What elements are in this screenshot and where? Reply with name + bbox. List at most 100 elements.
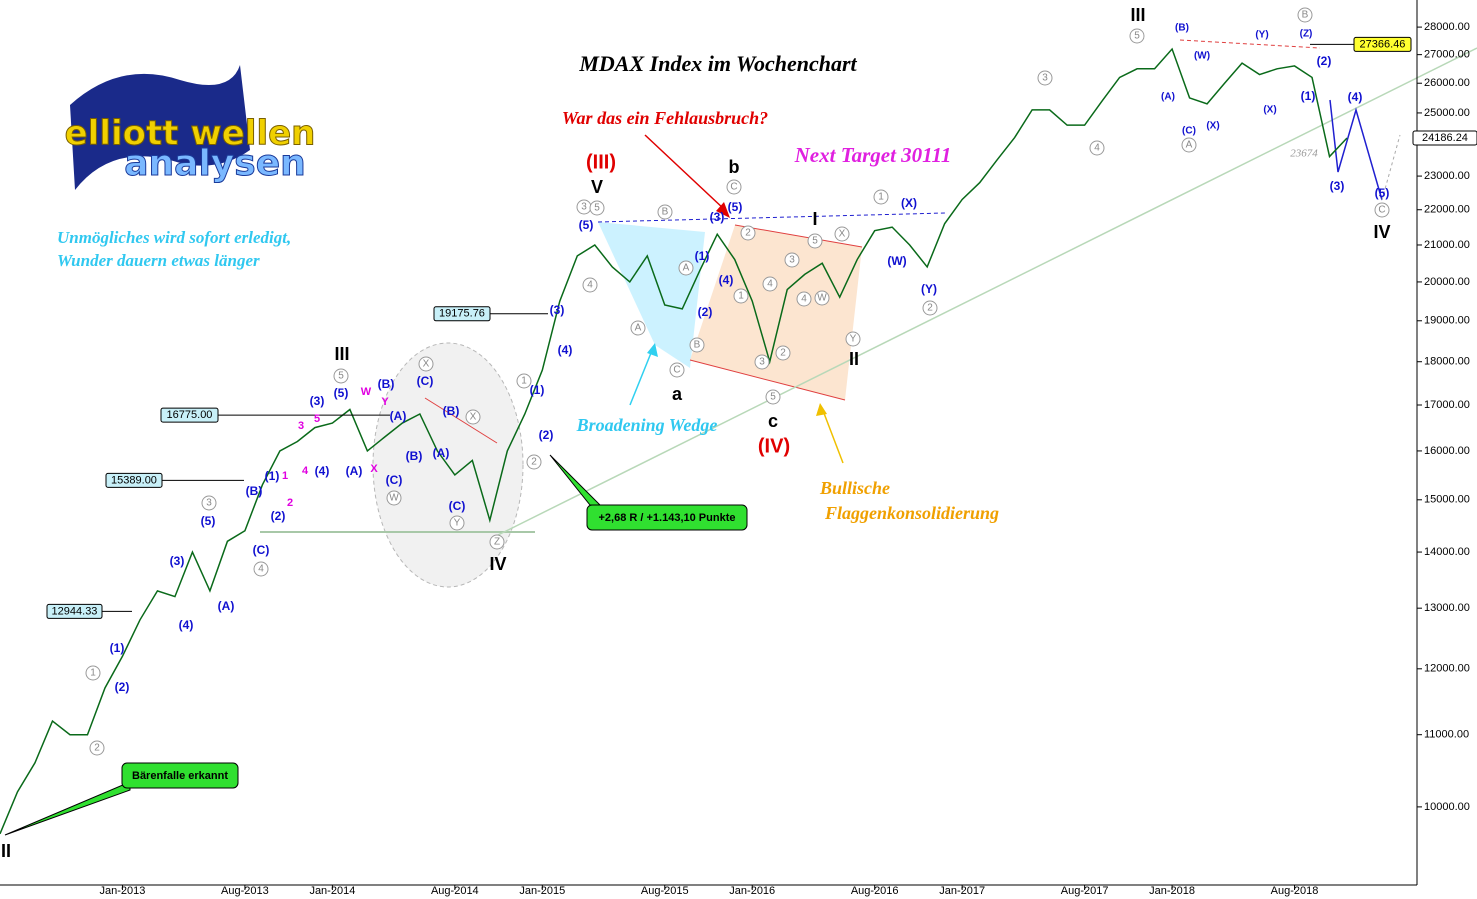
wave-circle [1297, 7, 1313, 23]
wave-label: (3) [310, 394, 325, 408]
wave-circle [201, 495, 217, 511]
x-tick-label: Jan-2017 [939, 885, 985, 897]
y-tick-label: 16000.00 [1424, 445, 1470, 457]
callout [121, 762, 239, 789]
flag [690, 225, 862, 400]
projection [1329, 99, 1383, 201]
wave-label: V [591, 177, 603, 197]
wave-label: 2 [745, 228, 751, 239]
arrow [821, 407, 844, 464]
wave-label: III [334, 344, 349, 364]
projection [1381, 134, 1401, 201]
wave-circle [85, 665, 101, 681]
wave-circle [669, 362, 685, 378]
trend-line [424, 397, 498, 444]
wave-label: 4 [258, 564, 264, 575]
logo-flag [70, 65, 250, 190]
y-tick-label: 18000.00 [1424, 356, 1470, 368]
y-tick-label: 26000.00 [1424, 77, 1470, 89]
wave-label: (2) [115, 680, 130, 694]
flag-line [734, 224, 863, 248]
y-tick-label: 11000.00 [1424, 729, 1469, 741]
wave-label: (X) [1263, 105, 1276, 116]
x-tick-label: Aug-2017 [1061, 885, 1109, 897]
wave-label: (B) [443, 404, 460, 418]
wave-label: (1) [1301, 89, 1316, 103]
wave-label: 1 [878, 192, 884, 203]
wave-circle [678, 260, 694, 276]
wave-label: (A) [390, 409, 407, 423]
annotation: War das ein Fehlausbruch? [562, 108, 768, 128]
level-label: 12944.33 [52, 605, 98, 617]
wave-label: 4 [1094, 143, 1100, 154]
wave-circle [814, 290, 830, 306]
wave-label: (3) [170, 554, 185, 568]
wave-label: 1 [282, 470, 288, 482]
y-tick-label: 14000.00 [1424, 546, 1470, 558]
wave-label: 5 [770, 392, 776, 403]
wave-label: 2 [927, 303, 933, 314]
wave-label: (1) [265, 469, 280, 483]
support-line [497, 47, 1477, 536]
wave-label: (B) [378, 377, 395, 391]
wave-label: 1 [90, 668, 96, 679]
trend-line [1179, 39, 1321, 49]
wave-circle [807, 233, 823, 249]
chart-title: MDAX Index im Wochenchart [578, 51, 857, 76]
wave-label: 5 [338, 371, 344, 382]
level-box [105, 472, 163, 488]
wave-circle [526, 454, 542, 470]
wave-circle [1374, 202, 1390, 218]
wave-label: (5) [1375, 186, 1390, 200]
wave-label: 2 [287, 497, 293, 509]
wave-label: (IV) [758, 435, 790, 457]
wave-label: 3 [206, 498, 212, 509]
trend-line [597, 212, 946, 223]
logo-text: analysen [124, 143, 306, 184]
annotation: Unmögliches wird sofort erledigt, [57, 228, 291, 247]
arrow-head [816, 403, 827, 416]
wave-label: B [662, 207, 669, 218]
level-label: 15389.00 [111, 474, 157, 486]
wave-circle [689, 337, 705, 353]
y-tick-label: 20000.00 [1424, 276, 1470, 288]
wave-label: W [389, 493, 399, 504]
broadening-wedge [598, 222, 705, 368]
wave-label: (5) [201, 514, 216, 528]
wave-label: (4) [179, 618, 194, 632]
wave-label: c [768, 411, 778, 431]
level-label: 16775.00 [167, 409, 213, 421]
wave-label: (4) [1348, 90, 1363, 104]
annotation: Wunder dauern etwas länger [57, 251, 260, 270]
wave-label: (A) [433, 446, 450, 460]
y-tick-label: 12000.00 [1424, 663, 1470, 675]
x-tick-label: Aug-2014 [431, 885, 479, 897]
x-tick-label: Jan-2014 [309, 885, 355, 897]
wave-label: (C) [449, 499, 466, 513]
callout-text: +2,68 R / +1.143,10 Punkte [599, 512, 736, 524]
wave-label: (5) [579, 218, 594, 232]
wave-label: 4 [767, 279, 773, 290]
wave-label: 2 [780, 348, 786, 359]
level-label: 24186.24 [1422, 132, 1468, 144]
wave-label: 5 [314, 413, 320, 425]
wave-label: C [673, 365, 680, 376]
wave-circle [775, 345, 791, 361]
y-tick-label: 23000.00 [1424, 170, 1470, 182]
wave-label: (1) [110, 641, 125, 655]
annotation: Next Target 30111 [794, 143, 952, 167]
wave-circle [465, 409, 481, 425]
wave-circle [253, 561, 269, 577]
x-tick-label: Jan-2018 [1149, 885, 1195, 897]
wave-circle [582, 277, 598, 293]
x-tick-label: Aug-2018 [1271, 885, 1319, 897]
wave-circle [333, 368, 349, 384]
wave-label: (1) [530, 383, 545, 397]
wave-label: X [470, 412, 477, 423]
x-tick-label: Jan-2015 [519, 885, 565, 897]
wave-label: IV [1373, 222, 1390, 242]
wave-label: (A) [1161, 92, 1175, 103]
wave-label: 1 [521, 376, 527, 387]
y-tick-label: 22000.00 [1424, 204, 1470, 216]
x-tick-label: Aug-2016 [851, 885, 899, 897]
